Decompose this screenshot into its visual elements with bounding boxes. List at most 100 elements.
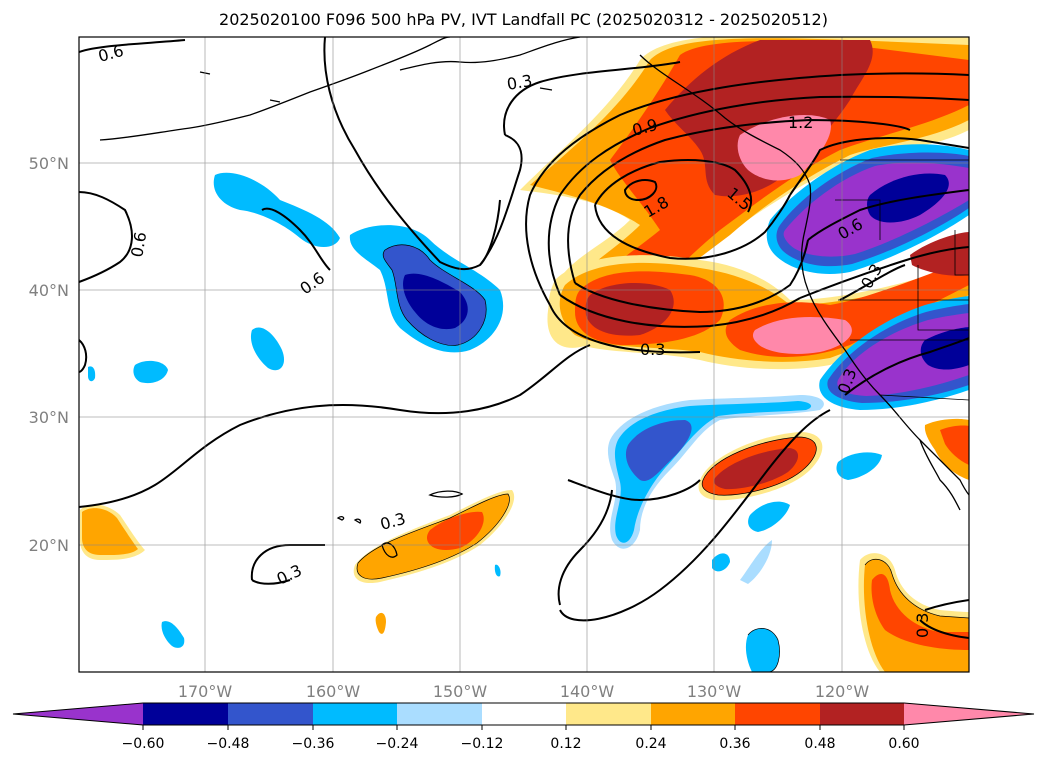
pv-contour [567,118,911,284]
positive-anomaly-tropical [82,508,138,556]
pv-contour [261,207,331,271]
positive-anomaly-tropical [375,612,386,634]
colorbar-tick-label: 0.48 [804,736,835,752]
colorbar-segment [482,703,566,725]
negative-anomaly-small [88,366,96,382]
pv-contour [251,579,291,585]
colorbar-tick-label: 0.60 [888,736,919,752]
pv-contour [79,344,591,508]
colorbar-extend-under [13,703,143,725]
pv-contour [799,246,969,299]
negative-anomaly-southeast [837,313,969,396]
shading-outline [382,244,487,346]
lat-tick-label: 40°N [29,281,69,300]
coastline-alaska [99,37,451,141]
graticule [79,37,969,672]
negative-anomaly-small [494,564,501,577]
positive-anomaly-central [910,232,969,276]
negative-anomaly-small [745,628,780,672]
lat-tick-labels: 50°N 40°N 30°N 20°N [29,154,69,555]
shading-outline [747,628,780,672]
colorbar-segment [313,703,397,725]
negative-anomaly-nw [213,172,340,247]
colorbar: −0.60 −0.48 −0.36 −0.24 −0.12 0.12 0.24 … [12,702,1035,752]
colorbar-tick-label: −0.12 [461,736,504,752]
negative-anomaly-central [403,273,468,330]
coastline-baja [919,439,961,511]
pv-contour [919,619,969,639]
colorbar-segment [143,703,228,725]
pv-contour [594,194,791,260]
colorbar-ticks [142,725,905,730]
colorbar-segment [397,703,482,725]
lon-tick-label: 170°W [178,682,233,701]
contour-label: 0.3 [913,613,932,638]
colorbar-extend-over [904,703,1034,725]
contour-label: 0.3 [505,71,533,94]
lon-tick-label: 160°W [306,682,361,701]
state-borders [835,159,969,401]
pv-contour [594,159,753,213]
pv-contour [559,294,801,328]
pv-contour [623,179,658,202]
lon-tick-label: 120°W [815,682,870,701]
lat-tick-label: 20°N [29,536,69,555]
pv-contour [479,199,501,266]
contour-label: 0.3 [640,340,665,359]
contour-label: 0.6 [127,230,150,258]
shading-outline [701,436,817,496]
pv-contour [79,39,186,53]
pv-contour [79,191,133,283]
negative-anomaly-southeast [920,327,969,370]
colorbar-tick-label: −0.60 [122,736,165,752]
map-content: 0.6 0.3 0.6 0.6 0.9 1.2 1.5 1.8 0.6 0.3 … [79,37,969,672]
colorbar-tick-label: 0.12 [550,736,581,752]
positive-anomaly-southeast [940,425,969,465]
lon-tick-labels: 170°W 160°W 150°W 140°W 130°W 120°W [178,682,870,701]
colorbar-tick-label: −0.36 [292,736,335,752]
pv-contour [557,489,613,606]
pv-contour [323,37,523,271]
negative-anomaly-small [133,360,168,384]
contour-label: 1.2 [788,113,813,132]
pv-contour [79,339,88,373]
colorbar-tick-label: 0.36 [719,736,750,752]
coastline-hawaii [336,490,464,558]
pv-contour [525,72,969,306]
positive-anomaly-central [585,283,674,336]
colorbar-tick-labels: −0.60 −0.48 −0.36 −0.24 −0.12 0.12 0.24 … [122,736,920,752]
coastline-alaska [399,37,581,71]
lat-tick-label: 30°N [29,408,69,427]
positive-anomaly-tropical [426,511,484,550]
colorbar-segment [566,703,651,725]
pv-contour [924,599,969,611]
pv-contour [789,137,969,196]
negative-anomaly-small [712,553,730,572]
colorbar-segment [651,703,735,725]
colorbar-tick-label: 0.24 [635,736,666,752]
colorbar-tick-label: −0.24 [376,736,419,752]
negative-anomaly-small [748,501,790,532]
colorbar-segment [735,703,820,725]
positive-anomaly-southeast [871,574,969,650]
shading-outlines [356,244,969,672]
pv-contour [549,304,701,354]
negative-anomaly-south [625,420,692,481]
ivt-shading [80,37,969,672]
negative-anomaly-small [161,621,185,648]
pv-contours [79,37,969,639]
pv-contour [574,239,809,314]
positive-anomaly-north [737,115,831,181]
lon-tick-label: 130°W [687,682,742,701]
lon-tick-label: 140°W [560,682,615,701]
lat-tick-label: 50°N [29,154,69,173]
pv-contour [503,61,681,136]
pv-contour [547,95,969,296]
shading-outline [356,493,510,580]
map-title: 2025020100 F096 500 hPa PV, IVT Landfall… [219,10,828,29]
shading-outline [864,558,969,619]
pv-contour [567,479,701,502]
negative-anomaly-small [836,452,882,480]
coastline-bc [639,54,812,231]
